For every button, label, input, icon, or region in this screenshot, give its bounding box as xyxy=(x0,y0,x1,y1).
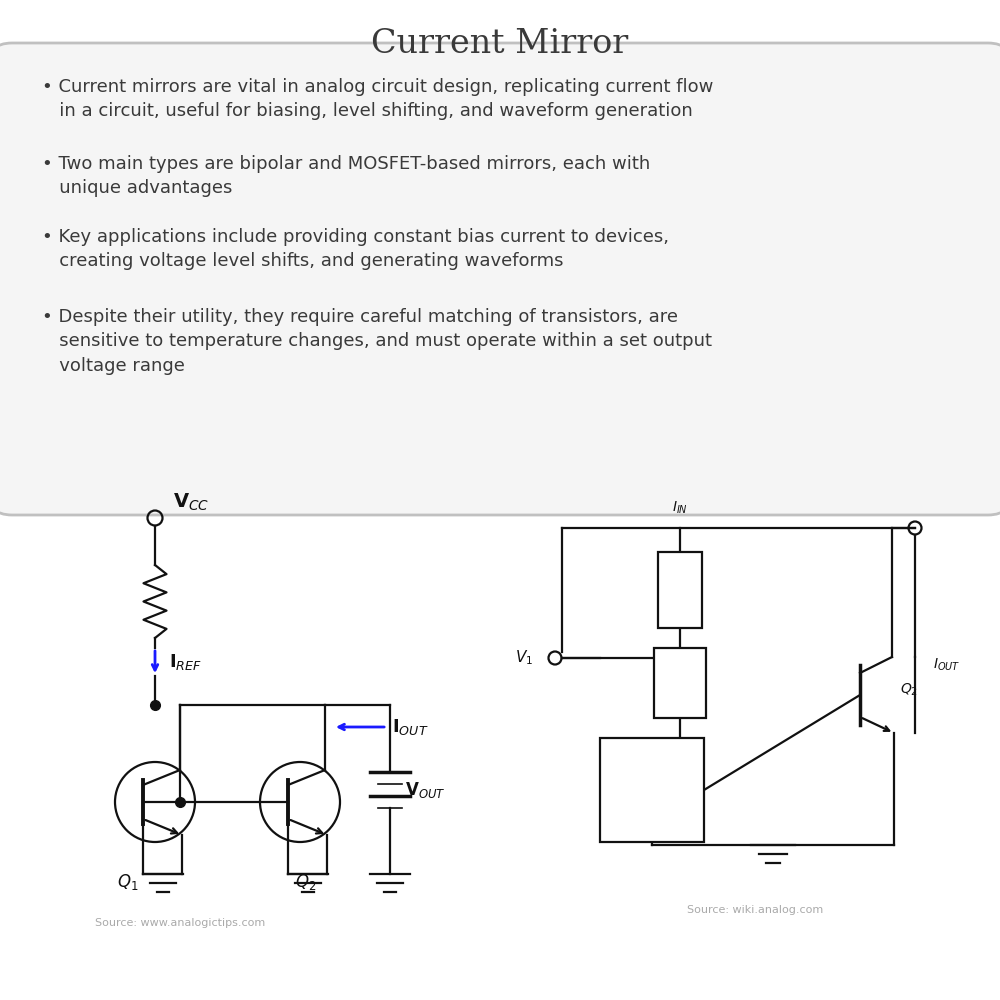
Text: • Two main types are bipolar and MOSFET-based mirrors, each with
   unique advan: • Two main types are bipolar and MOSFET-… xyxy=(42,155,650,197)
Text: • Current mirrors are vital in analog circuit design, replicating current flow
 : • Current mirrors are vital in analog ci… xyxy=(42,78,713,120)
Text: $V_1$: $V_1$ xyxy=(515,649,533,667)
Text: $R_1$: $R_1$ xyxy=(672,582,688,598)
FancyBboxPatch shape xyxy=(0,43,1000,515)
Text: Current Mirror: Current Mirror xyxy=(371,28,629,60)
Bar xyxy=(600,738,704,842)
Text: $Q_1$: $Q_1$ xyxy=(648,790,666,806)
Text: Source: wiki.analog.com: Source: wiki.analog.com xyxy=(687,905,823,915)
Text: $Q_2$: $Q_2$ xyxy=(295,872,316,892)
Text: $Q_1$: $Q_1$ xyxy=(117,872,138,892)
Text: $\mathbf{V}_{CC}$: $\mathbf{V}_{CC}$ xyxy=(173,492,209,513)
Text: • Key applications include providing constant bias current to devices,
   creati: • Key applications include providing con… xyxy=(42,228,669,270)
Text: • Despite their utility, they require careful matching of transistors, are
   se: • Despite their utility, they require ca… xyxy=(42,308,712,375)
Text: $\mathbf{V}_{OUT}$: $\mathbf{V}_{OUT}$ xyxy=(405,780,446,800)
Text: $I_{OUT}$: $I_{OUT}$ xyxy=(933,657,960,673)
Text: $I_{IN}$: $I_{IN}$ xyxy=(672,500,688,516)
Bar xyxy=(658,552,702,628)
Text: Source: www.analogictips.com: Source: www.analogictips.com xyxy=(95,918,265,928)
Text: $Q_2$: $Q_2$ xyxy=(900,682,918,698)
Bar xyxy=(654,648,706,718)
Text: $\mathbf{I}_{OUT}$: $\mathbf{I}_{OUT}$ xyxy=(392,717,429,737)
Text: $V_{BE}$: $V_{BE}$ xyxy=(669,675,691,691)
Text: $\mathbf{I}_{REF}$: $\mathbf{I}_{REF}$ xyxy=(169,652,202,672)
